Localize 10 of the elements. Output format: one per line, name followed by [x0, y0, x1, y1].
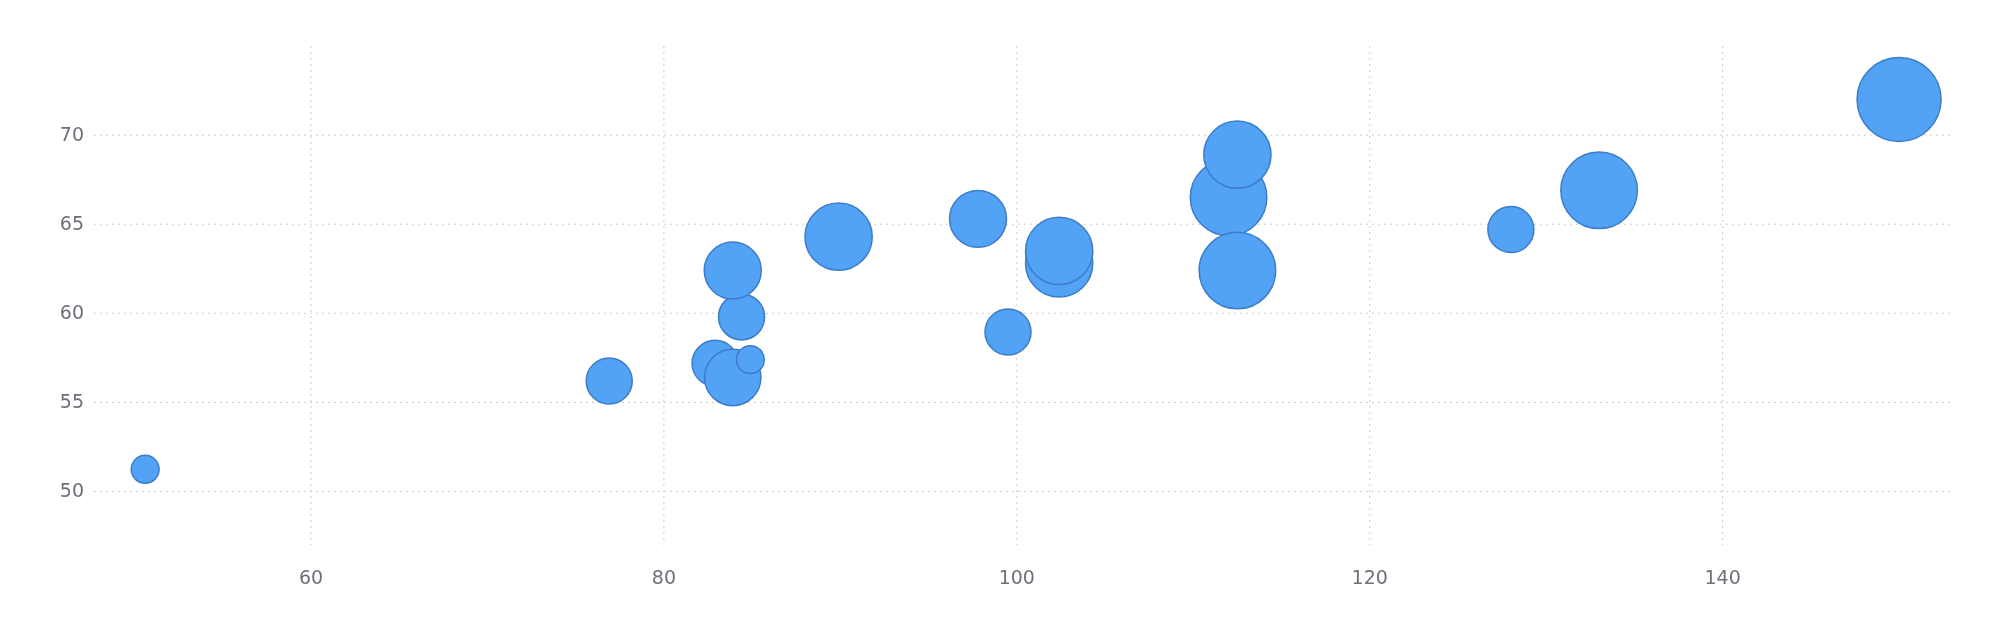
y-tick-label: 65: [59, 211, 84, 234]
y-tick-label: 70: [59, 122, 84, 145]
x-tick-label: 140: [1704, 566, 1741, 589]
y-tick-label: 50: [59, 479, 84, 502]
x-tick-label: 120: [1351, 566, 1388, 589]
x-tick-label: 100: [998, 566, 1035, 589]
y-tick-label: 60: [59, 300, 84, 323]
y-tick-label: 55: [59, 389, 84, 412]
x-tick-label: 80: [651, 566, 677, 589]
x-tick-label: 60: [298, 566, 324, 589]
